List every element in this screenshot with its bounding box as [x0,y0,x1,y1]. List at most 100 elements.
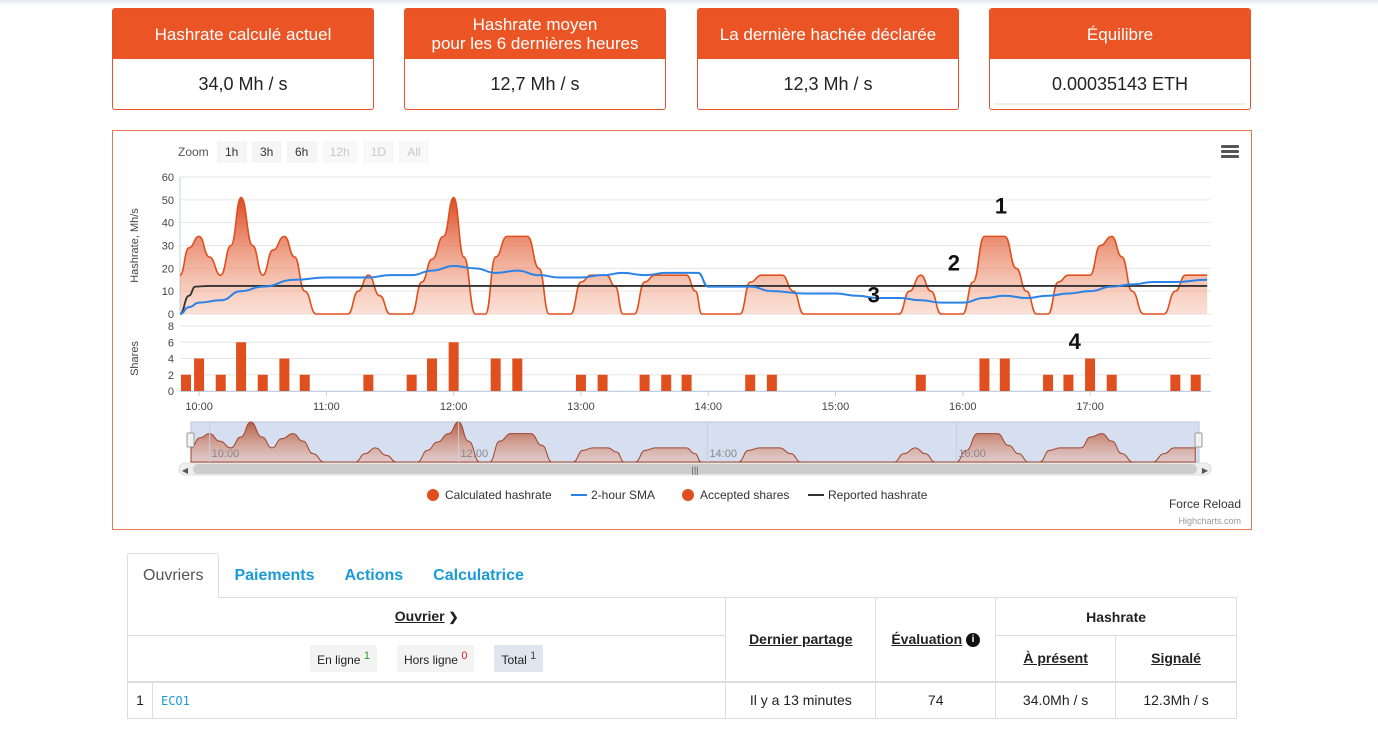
scroll-right-arrow-icon[interactable]: ▶ [1202,466,1209,475]
zoom-3h-button[interactable]: 3h [251,141,282,163]
current-hashrate-cell: 34.0Mh / s [995,681,1117,719]
chevron-down-icon[interactable]: ❯ [448,610,459,624]
zoom-12h-button: 12h [321,141,358,163]
navigator-tick-label: 16:00 [958,448,986,460]
x-tick-label: 16:00 [949,401,977,413]
legend-item[interactable]: Accepted shares [700,488,789,502]
share-bar [1085,358,1096,391]
reported-hashrate-line [179,285,1208,315]
navigator-tick-label: 12:00 [461,448,489,460]
card-value: 12,3 Mh / s [783,73,873,94]
card-reported-hashrate: La dernière hachée déclarée 12,3 Mh / s [697,8,959,110]
tab-workers[interactable]: Ouvriers [127,553,220,598]
share-bar [215,374,226,391]
hashrate-tick-label: 50 [162,195,174,207]
card-balance: Équilibre 0.00035143 ETH [989,8,1251,110]
tab-calculator[interactable]: Calculatrice [433,566,524,584]
worker-header-label[interactable]: Ouvrier [394,608,445,624]
share-bar [512,358,523,391]
legend-item[interactable]: Reported hashrate [828,488,928,502]
card-label: Hashrate calculé actuel [113,9,373,59]
share-bar [979,358,990,391]
card-value: 0.00035143 ETH [1051,73,1189,94]
share-bar [639,374,650,391]
hashrate-tick-label: 20 [162,263,174,275]
last-share-cell: Il y a 13 minutes [725,681,877,719]
legend-item[interactable]: Calculated hashrate [445,488,552,502]
rating-header-label[interactable]: Évaluation [891,631,963,648]
annotation-number: 4 [1069,329,1082,354]
hashrate-chart-panel: 0 10 20 30 40 50 60 0 2 4 6 8 Hashrate, Mh/s Shares 10… [112,130,1252,530]
filter-total-button[interactable]: Total 1 [494,644,544,672]
share-bar [299,374,310,391]
legend-item[interactable]: 2-hour SMA [591,488,655,502]
zoom-6h-button[interactable]: 6h [286,141,317,163]
last-share-header[interactable]: Dernier partage [725,597,877,682]
zoom-1d-button: 1D [362,141,395,163]
offline-count: 0 [461,649,468,662]
share-bar [279,358,290,391]
zoom-all-button: All [399,141,430,163]
current-hashrate-header-label[interactable]: À présent [1023,650,1088,667]
shares-tick-label: 2 [168,370,174,382]
annotation-number: 1 [995,194,1007,219]
share-bar [1063,374,1074,391]
worker-filters: En ligne 1 Hors ligne 0 Total 1 [128,636,725,680]
worker-cell: ECO1 [151,681,727,719]
reported-hashrate-cell: 12.3Mh / s [1115,681,1237,719]
zoom-toolbar: Zoom 1h 3h 6h 12h 1D All [178,141,430,163]
reported-hashrate-header-label[interactable]: Signalé [1151,650,1201,667]
share-bar [766,374,777,391]
rating-header[interactable]: Évaluation i [875,597,997,682]
navigator-left-handle[interactable] [186,432,195,448]
filter-offline-label: Hors ligne [403,652,458,667]
scroll-left-arrow-icon[interactable]: ◀ [182,466,189,475]
hashrate-tick-label: 0 [168,309,174,321]
share-bar [490,358,501,391]
reported-hashrate-header[interactable]: Signalé [1115,635,1237,682]
navigator-series [190,421,1196,463]
card-current-hashrate: Hashrate calculé actuel 34,0 Mh / s [112,8,374,110]
rating-cell: 74 [875,681,997,719]
info-icon[interactable]: i [966,633,981,648]
card-label: Équilibre [990,9,1250,59]
share-bar [575,374,586,391]
hashrate-axis-title: Hashrate, Mh/s [129,208,141,283]
share-bar [448,342,459,391]
legend-symbol [427,489,439,501]
force-reload-link[interactable]: Force Reload [1168,497,1241,511]
navigator-right-handle[interactable] [1194,432,1203,448]
zoom-label: Zoom [178,145,209,159]
tab-actions[interactable]: Actions [344,566,404,584]
total-count: 1 [530,649,537,662]
last-share-header-label[interactable]: Dernier partage [749,631,853,648]
share-bar [681,374,692,391]
top-shadow [0,0,1378,6]
share-bar [427,358,438,391]
x-tick-label: 14:00 [694,401,722,413]
filter-online-button[interactable]: En ligne 1 [310,644,377,672]
worker-link[interactable]: ECO1 [160,694,190,709]
share-bar [661,374,672,391]
table-row: 1 ECO1 Il y a 13 minutes 74 34.0Mh / s 1… [127,681,1237,719]
shares-tick-label: 8 [168,321,174,333]
card-label: La dernière hachée déclarée [698,9,958,59]
share-bar [236,342,247,391]
scrollbar-grip-icon: ||| [691,465,698,475]
scrollbar-thumb[interactable] [193,464,1197,474]
online-count: 1 [363,649,370,662]
hamburger-menu-icon[interactable] [1221,145,1239,159]
shares-axis-title: Shares [129,341,141,376]
highcharts-credits[interactable]: Highcharts.com [1178,516,1241,526]
current-hashrate-header[interactable]: À présent [995,635,1117,682]
share-bar [257,374,268,391]
annotation-number: 2 [948,251,960,276]
hashrate-chart: 0 10 20 30 40 50 60 0 2 4 6 8 Hashrate, Mh/s Shares 10… [129,172,1212,502]
filter-offline-button[interactable]: Hors ligne 0 [396,644,475,672]
zoom-1h-button[interactable]: 1h [216,141,247,163]
share-bar [1106,374,1117,391]
tab-payments[interactable]: Paiements [234,566,315,584]
hashrate-tick-label: 40 [162,218,174,230]
x-tick-label: 13:00 [567,401,595,413]
worker-header[interactable]: Ouvrier ❯ [126,597,727,636]
